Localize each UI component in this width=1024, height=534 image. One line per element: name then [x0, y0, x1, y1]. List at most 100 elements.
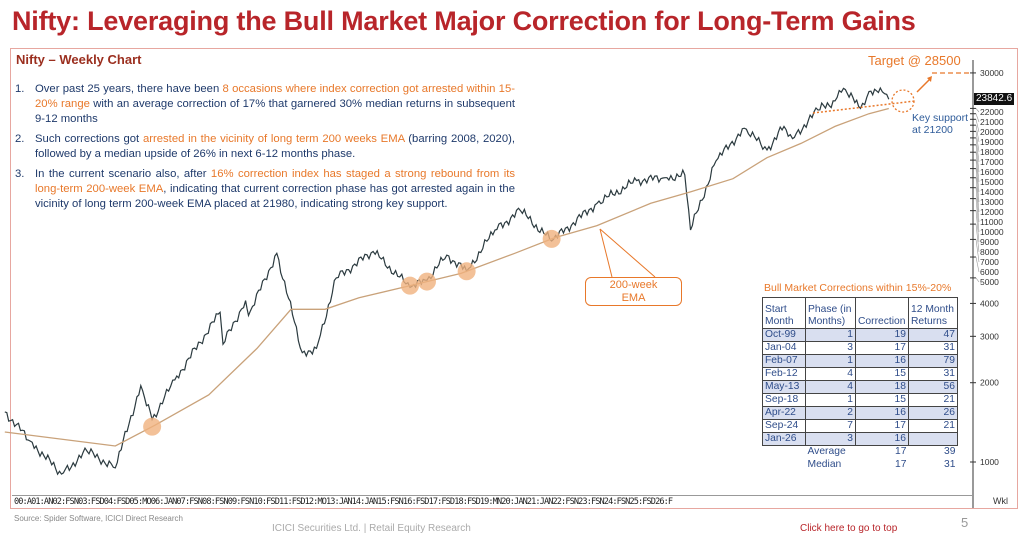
summary-row: Median 17 31	[763, 459, 958, 472]
y-tick-label: 18000	[980, 147, 1004, 157]
target-label: Target @ 28500	[868, 53, 961, 68]
y-tick-label: 17000	[980, 157, 1004, 167]
y-tick-label: 11000	[980, 217, 1003, 227]
point-highlight: 16% correction index has staged a strong…	[35, 168, 515, 195]
y-tick-leader	[975, 137, 980, 163]
table-cell: 79	[908, 354, 958, 368]
table-row: Feb-07 1 16 79	[762, 354, 958, 368]
support-text: at 21200	[912, 124, 953, 136]
table-cell: 26	[908, 406, 958, 420]
table-cell: 1	[805, 354, 856, 368]
table-title: Bull Market Corrections within 15%-20%	[764, 282, 952, 294]
table-row: Jan-04 3 17 31	[762, 341, 958, 355]
point-number: 3.	[15, 168, 25, 180]
go-to-top-link[interactable]: Click here to go to top	[800, 523, 898, 534]
footer-company: ICICI Securities Ltd. | Retail Equity Re…	[272, 523, 471, 534]
y-tick-leader	[975, 239, 980, 263]
y-tick-leader	[975, 160, 980, 193]
header-text: Returns	[911, 316, 948, 327]
summary-label: Median	[807, 459, 842, 470]
table-header-cell: Start Month	[762, 297, 806, 329]
y-tick-label: 6000	[980, 267, 999, 277]
last-price-tag: 23842.6	[974, 93, 1015, 105]
support-label: Key support at 21200	[912, 112, 968, 136]
header-text: Correction	[858, 316, 906, 327]
table-cell: 31	[908, 367, 958, 381]
y-tick-label: 1000	[980, 457, 999, 467]
current-correction-circle	[891, 89, 915, 113]
table-cell: Oct-99	[762, 328, 806, 342]
table-cell	[908, 432, 958, 446]
correction-highlight	[400, 276, 419, 295]
table-cell: 1	[805, 328, 856, 342]
y-tick-leader	[975, 113, 980, 123]
y-axis: 30000 22000210002000019000180001700016000…	[970, 68, 1004, 467]
key-points: 1. Over past 25 years, there have been 8 …	[15, 82, 515, 217]
correction-highlight	[143, 417, 162, 436]
table-cell: 4	[805, 367, 856, 381]
arrow-head-icon	[927, 76, 932, 82]
point-text: with an average correction of 17% that g…	[35, 98, 515, 125]
point-text: In the current scenario also, after	[35, 168, 211, 180]
table-cell: 16	[855, 354, 909, 368]
table-row: Jan-26 3 16	[762, 432, 958, 446]
y-tick-label: 7000	[980, 257, 999, 267]
table-header-row: Start Month Phase (in Months) Correction 12 M…	[762, 297, 958, 329]
table-cell: Feb-07	[762, 354, 806, 368]
table-cell: 1	[805, 393, 856, 407]
series	[4, 86, 890, 476]
header-text: Months)	[808, 316, 846, 327]
header-text: 12 Month	[911, 304, 954, 315]
source-note: Source: Spider Software, ICICI Direct Re…	[14, 514, 183, 523]
table-header-cell: 12 Month Returns	[908, 297, 958, 329]
y-tick-leader	[975, 131, 980, 153]
table-cell: 39	[944, 446, 956, 458]
y-tick-leader	[975, 187, 980, 223]
y-tick-label: 3000	[980, 331, 999, 341]
table-cell: 47	[908, 328, 958, 342]
y-tick-leader	[975, 277, 980, 283]
y-tick-label: 22000	[980, 107, 1004, 117]
table-cell: 16	[855, 432, 909, 446]
chart-panel	[10, 48, 1018, 509]
ema-label-text: EMA	[621, 292, 646, 304]
table-cell: 17	[855, 419, 909, 433]
table-cell: 19	[855, 328, 909, 342]
point-text: (barring 2008, 2020), followed by a medi…	[35, 133, 515, 160]
x-axis-labels: 00:A01:AN02:FSN03:FSD04:FSD05:MO06:JAN07…	[12, 495, 972, 508]
table-cell: 56	[908, 380, 958, 394]
ema-200-line	[4, 107, 889, 447]
y-tick-label: 12000	[980, 207, 1004, 217]
point-highlight: 8 occasions where index correction got a…	[35, 83, 516, 110]
y-tick-label: 30000	[980, 68, 1004, 78]
table-cell: 31	[944, 459, 956, 470]
y-tick-label: 2000	[980, 378, 999, 388]
ema-label-text: 200-week	[609, 279, 658, 291]
table-cell: May-13	[762, 380, 806, 394]
y-tick-leader	[975, 198, 980, 233]
table-cell: Sep-18	[762, 393, 806, 407]
y-tick-leader	[975, 177, 980, 213]
correction-highlight	[417, 272, 436, 291]
table-cell	[763, 459, 806, 472]
table-cell: 4	[805, 380, 856, 394]
y-tick-label: 13000	[980, 197, 1004, 207]
y-tick-label: 10000	[980, 227, 1004, 237]
table-row: May-13 4 18 56	[762, 380, 958, 394]
point-item: 3. In the current scenario also, after 16…	[15, 167, 515, 212]
y-tick-label: 15000	[980, 177, 1004, 187]
point-number: 1.	[15, 83, 25, 95]
y-tick-leader	[975, 224, 980, 253]
table-cell: 17	[895, 459, 907, 470]
chart-subtitle: Nifty – Weekly Chart	[16, 52, 142, 67]
table-cell: 16	[855, 406, 909, 420]
y-tick-label: 14000	[980, 187, 1004, 197]
point-number: 2.	[15, 133, 25, 145]
y-tick-leader	[975, 144, 980, 173]
table-cell: Jan-04	[762, 341, 806, 355]
correction-highlight	[542, 229, 561, 248]
table-row: Sep-24 7 17 21	[762, 419, 958, 433]
point-text: , indicating that current correction pha…	[35, 183, 515, 210]
corrections-table: Start Month Phase (in Months) Correction 12 M…	[762, 297, 958, 472]
